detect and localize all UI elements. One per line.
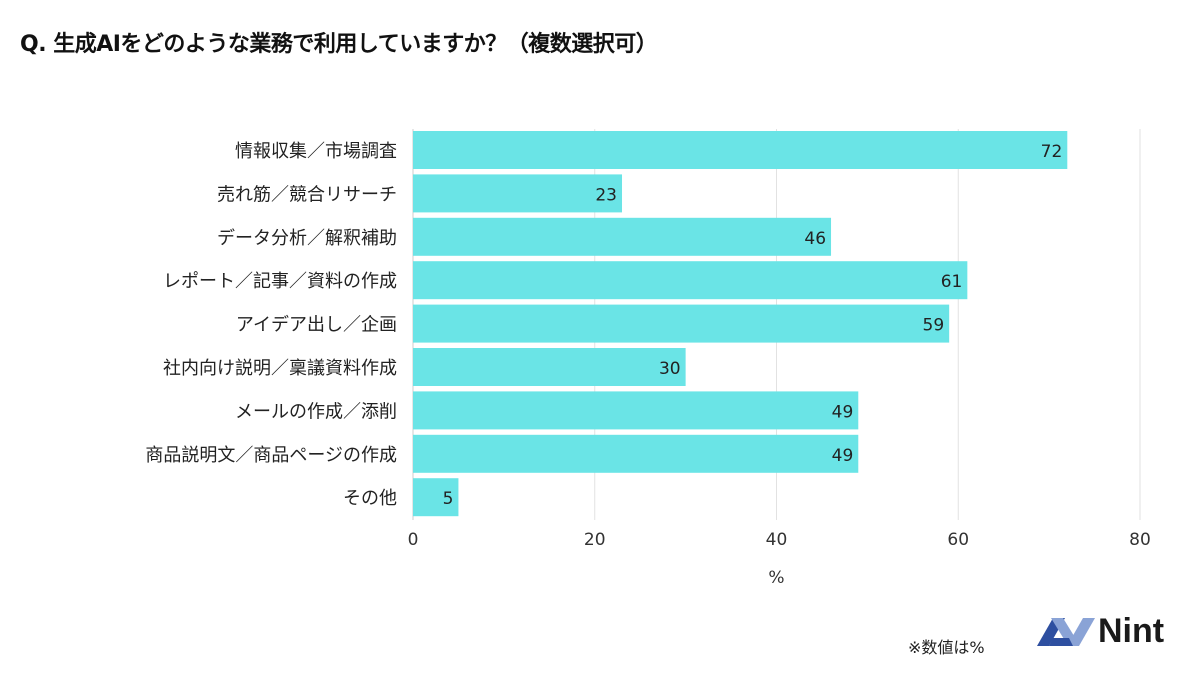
- category-label: メールの作成／添削: [235, 401, 397, 422]
- x-tick-label: 40: [766, 530, 788, 550]
- chart-title: Q. 生成AIをどのような業務で利用していますか？（複数選択可）: [20, 32, 658, 57]
- x-tick-label: 80: [1129, 530, 1151, 550]
- data-label: 59: [923, 316, 945, 336]
- x-tick-label: 0: [408, 530, 419, 550]
- category-label: その他: [343, 488, 397, 509]
- category-label: 売れ筋／競合リサーチ: [217, 184, 397, 205]
- data-label: 23: [595, 185, 617, 205]
- category-label: 商品説明文／商品ページの作成: [145, 445, 397, 466]
- bar: [413, 217, 832, 256]
- x-tick-label: 20: [584, 530, 606, 550]
- nint-logo-icon: [1037, 618, 1095, 646]
- category-label: 社内向け説明／稟議資料作成: [163, 358, 397, 379]
- data-label: 49: [832, 402, 854, 422]
- category-label: 情報収集／市場調査: [235, 141, 397, 162]
- bar: [413, 478, 459, 517]
- logo-text: Nint: [1098, 612, 1165, 650]
- bar: [413, 434, 859, 473]
- data-label: 72: [1041, 142, 1063, 162]
- data-label: 61: [941, 272, 963, 292]
- bar: [413, 304, 950, 343]
- data-label: 49: [832, 446, 854, 466]
- bar: [413, 131, 1068, 169]
- category-label: レポート／記事／資料の作成: [163, 271, 397, 292]
- category-label: アイデア出し／企画: [236, 315, 397, 336]
- data-label: 30: [659, 359, 681, 379]
- category-label: データ分析／解釈補助: [217, 228, 397, 249]
- bar: [413, 261, 968, 300]
- footnote: ※数値は%: [908, 638, 985, 657]
- x-axis-label: %: [768, 568, 784, 588]
- bar: [413, 174, 623, 213]
- bar: [413, 391, 859, 430]
- data-label: 46: [804, 229, 826, 249]
- data-label: 5: [443, 489, 454, 509]
- bar: [413, 348, 686, 386]
- x-tick-label: 60: [947, 530, 969, 550]
